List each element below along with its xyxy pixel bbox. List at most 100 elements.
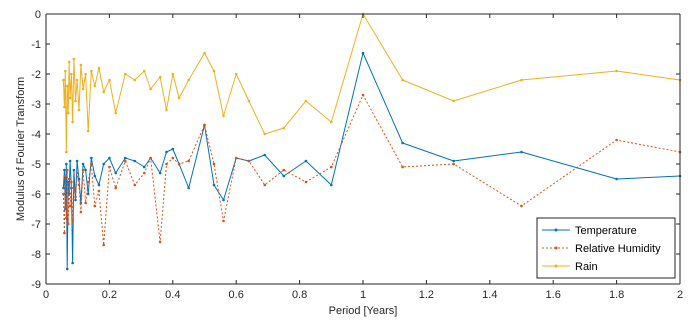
data-point [74, 195, 77, 199]
data-point [203, 123, 206, 127]
data-point [142, 165, 146, 169]
data-point [102, 90, 105, 94]
series-layer [62, 12, 682, 271]
data-point [330, 183, 333, 187]
data-point [77, 108, 81, 112]
data-point [133, 159, 137, 163]
data-point [212, 162, 216, 166]
data-point [330, 120, 333, 124]
data-point [234, 72, 238, 76]
data-point [72, 168, 76, 172]
x-tick-label: 0 [43, 289, 49, 301]
data-point [71, 219, 74, 223]
data-point [71, 261, 74, 265]
data-point [108, 78, 111, 82]
data-point [93, 84, 97, 88]
legend-item: Relative Humidity [542, 243, 661, 255]
data-point [66, 222, 70, 226]
data-point [114, 171, 118, 175]
data-point [75, 171, 79, 175]
data-point [90, 156, 93, 160]
data-point [90, 69, 93, 73]
data-point [401, 165, 404, 169]
data-point [165, 162, 168, 166]
y-tick-label: -4 [31, 129, 41, 141]
x-axis-title: Period [Years] [329, 305, 398, 317]
data-point [68, 96, 72, 100]
data-point [222, 198, 225, 202]
legend-item: Temperature [542, 225, 637, 237]
data-point [615, 69, 618, 73]
data-point [93, 204, 97, 208]
data-point [234, 156, 238, 160]
data-point [452, 162, 455, 166]
data-point [171, 147, 175, 151]
data-point [401, 78, 404, 82]
data-point [64, 162, 68, 166]
data-point [81, 168, 85, 172]
data-point [97, 189, 101, 193]
data-point [70, 72, 73, 76]
data-point [282, 174, 286, 178]
data-point [86, 129, 90, 133]
data-point [79, 210, 83, 214]
x-tick-label: 1 [360, 289, 366, 301]
legend-item: Rain [542, 261, 598, 273]
data-point [64, 69, 67, 73]
x-tick-label: 0.8 [292, 289, 307, 301]
data-point [108, 156, 111, 160]
data-point [520, 204, 523, 208]
data-point [62, 192, 65, 196]
x-tick-label: 2 [677, 289, 683, 301]
data-point [65, 84, 69, 88]
data-point [68, 204, 72, 208]
data-point [67, 60, 71, 64]
data-point [62, 186, 65, 190]
legend: Temperature Relative Humidity Rain [536, 217, 676, 279]
legend-marker [554, 246, 558, 250]
y-tick-label: -3 [31, 99, 41, 111]
data-point [63, 168, 66, 172]
data-point [158, 171, 162, 175]
data-point [84, 72, 87, 76]
data-point [81, 162, 85, 166]
data-point [70, 180, 73, 184]
data-point [84, 201, 87, 205]
data-point [64, 174, 67, 178]
data-point [187, 186, 190, 190]
data-point [72, 57, 76, 61]
y-tick-label: -6 [31, 189, 41, 201]
x-tick-label: 1.2 [419, 289, 434, 301]
y-tick-label: -5 [31, 159, 41, 171]
data-point [63, 231, 66, 235]
data-point [133, 78, 137, 82]
legend-label: Rain [575, 261, 598, 273]
x-tick-label: 0.4 [165, 289, 180, 301]
data-point [520, 150, 523, 154]
data-point [222, 114, 225, 118]
data-point [330, 165, 333, 169]
legend-marker [554, 264, 558, 268]
y-tick-label: 0 [35, 9, 41, 21]
data-point [74, 99, 77, 103]
x-tick-label: 0.6 [229, 289, 244, 301]
legend-label: Relative Humidity [575, 243, 661, 255]
data-point [102, 162, 105, 166]
data-point [401, 141, 404, 145]
data-point [93, 174, 97, 178]
data-point [72, 186, 76, 190]
data-point [114, 186, 118, 190]
data-point [97, 183, 101, 187]
x-tick-label: 1.6 [546, 289, 561, 301]
data-point [247, 159, 251, 163]
data-point [75, 159, 79, 163]
data-point [165, 150, 168, 154]
data-point [361, 51, 365, 55]
data-point [86, 192, 90, 196]
data-point [79, 63, 83, 67]
data-point [304, 180, 308, 184]
y-tick-label: -9 [31, 279, 41, 291]
data-point [212, 69, 216, 73]
data-point [520, 78, 523, 82]
